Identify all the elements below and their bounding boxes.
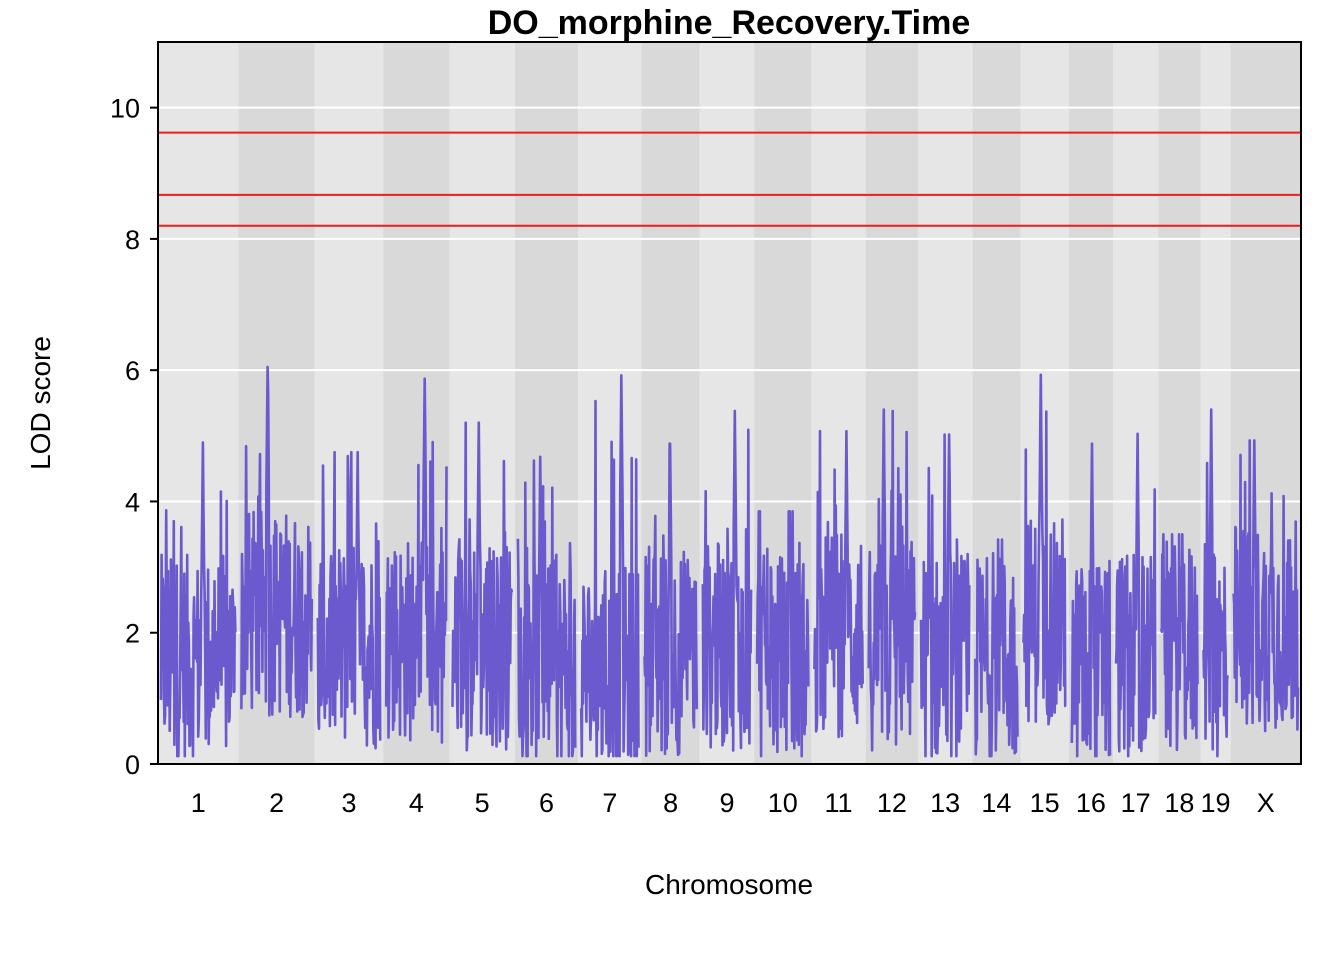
- x-tick-label: 11: [825, 788, 853, 818]
- lod-trace-chr-X: [1232, 439, 1300, 733]
- plot-frame: [157, 41, 1302, 765]
- x-tick-label: 1: [191, 788, 206, 818]
- x-tick-label: 10: [768, 788, 798, 818]
- x-tick-label: X: [1257, 788, 1275, 818]
- x-tick-label: 3: [341, 788, 356, 818]
- x-tick-label: 14: [981, 788, 1011, 818]
- x-tick-label: 6: [539, 788, 554, 818]
- lod-trace-chr-9: [701, 409, 753, 752]
- lod-trace-chr-13: [919, 433, 971, 758]
- lod-trace-chr-5: [451, 421, 514, 752]
- x-tick-label: 19: [1201, 788, 1231, 818]
- x-tick-label: 8: [663, 788, 678, 818]
- lod-trace-chr-3: [316, 450, 382, 750]
- x-tick-label: 15: [1030, 788, 1060, 818]
- lod-trace-chr-12: [867, 408, 917, 752]
- x-axis-label: Chromosome: [645, 869, 813, 900]
- x-tick-label: 5: [475, 788, 490, 818]
- x-axis: 1 2 3 4 5 6 7 8 9 10 11 12 13 14 15 16 17 18 19 X: [191, 788, 1275, 818]
- y-tick-label: 0: [125, 750, 140, 780]
- x-tick-label: 17: [1121, 788, 1151, 818]
- lod-trace-chr-15: [1022, 373, 1067, 726]
- lod-trace-chr-10: [755, 509, 810, 758]
- y-tick-label: 8: [125, 225, 140, 255]
- lod-trace-chr-19: [1202, 408, 1229, 758]
- lod-trace-chr-4: [384, 377, 448, 744]
- lod-trace-chr-2: [240, 365, 314, 719]
- x-tick-label: 13: [930, 788, 960, 818]
- lod-trace-chr-8: [643, 442, 699, 757]
- lod-series: [159, 365, 1300, 758]
- lod-trace-chr-1: [159, 441, 237, 758]
- lod-trace-chr-14: [974, 538, 1019, 758]
- y-tick-label: 2: [125, 619, 140, 649]
- y-axis: 0 2 4 6 8 10: [110, 94, 158, 780]
- x-tick-label: 2: [269, 788, 284, 818]
- y-tick-label: 4: [125, 487, 140, 517]
- x-tick-label: 12: [877, 788, 907, 818]
- chart-title: DO_morphine_Recovery.Time: [488, 4, 970, 42]
- x-tick-label: 18: [1164, 788, 1194, 818]
- x-tick-label: 4: [409, 788, 424, 818]
- lod-trace-chr-7: [579, 374, 640, 758]
- lod-trace-chr-18: [1160, 532, 1199, 752]
- lod-trace-chr-17: [1114, 432, 1157, 758]
- y-tick-label: 10: [110, 94, 140, 124]
- y-tick-label: 6: [125, 356, 140, 386]
- lod-trace-chr-6: [516, 455, 577, 758]
- threshold-lines: [158, 131, 1301, 227]
- x-tick-label: 16: [1076, 788, 1106, 818]
- x-tick-label: 7: [602, 788, 617, 818]
- x-tick-label: 9: [719, 788, 734, 818]
- lod-trace-chr-16: [1070, 442, 1112, 758]
- y-axis-label: LOD score: [25, 336, 56, 470]
- lod-trace-chr-11: [813, 429, 864, 739]
